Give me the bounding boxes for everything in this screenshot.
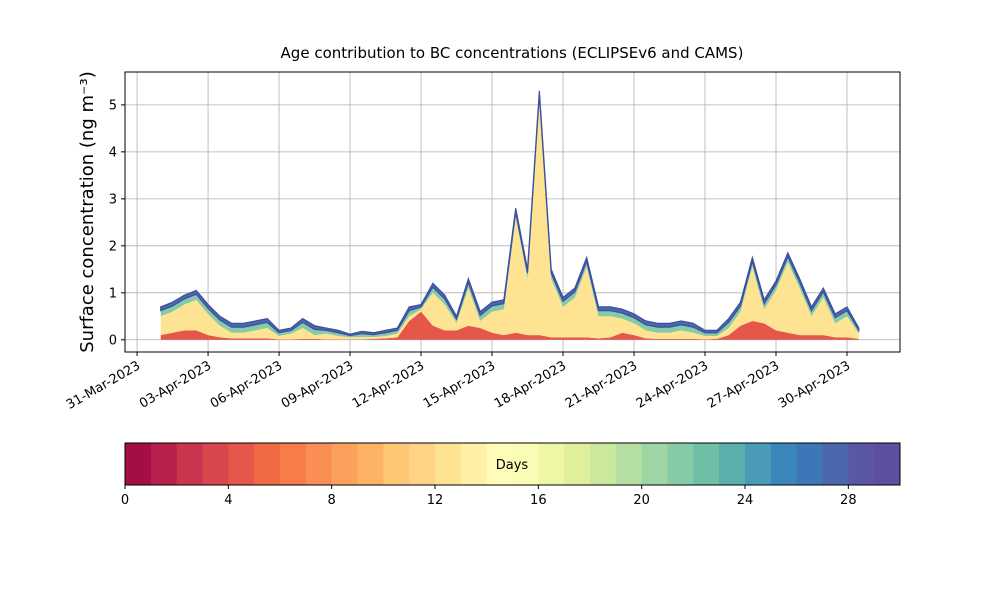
colorbar-segment xyxy=(590,443,617,485)
colorbar-tick-label: 12 xyxy=(427,493,444,508)
colorbar-segment xyxy=(770,443,798,485)
colorbar-segment xyxy=(305,443,333,485)
colorbar-segment xyxy=(460,443,488,485)
x-tick-label: 21-Apr-2023 xyxy=(563,358,640,411)
x-tick-label: 06-Apr-2023 xyxy=(208,358,285,411)
y-tick-label: 1 xyxy=(109,286,117,301)
colorbar-segment xyxy=(796,443,823,485)
y-tick-label: 0 xyxy=(109,333,117,348)
colorbar-segment xyxy=(486,443,513,485)
x-tick-label: 12-Apr-2023 xyxy=(350,358,427,411)
colorbar-segment xyxy=(538,443,565,485)
colorbar-segment xyxy=(874,443,901,485)
chart-title: Age contribution to BC concentrations (E… xyxy=(281,44,744,62)
colorbar-tick-label: 24 xyxy=(737,493,754,508)
colorbar-tick-label: 4 xyxy=(224,493,232,508)
area-layer xyxy=(160,90,860,337)
colorbar-segment xyxy=(357,443,384,485)
x-tick-label: 18-Apr-2023 xyxy=(492,358,569,411)
y-axis-label: Surface concentration (ng m⁻³) xyxy=(77,71,98,353)
colorbar-segment xyxy=(667,443,694,485)
colorbar-segment xyxy=(383,443,410,485)
x-tick-label: 09-Apr-2023 xyxy=(279,358,356,411)
y-tick-label: 2 xyxy=(109,239,117,254)
colorbar-tick-label: 16 xyxy=(530,493,547,508)
colorbar-segment xyxy=(615,443,643,485)
colorbar-tick-label: 0 xyxy=(121,493,129,508)
colorbar-segment xyxy=(254,443,281,485)
colorbar-segment xyxy=(641,443,668,485)
colorbar-segment xyxy=(512,443,539,485)
y-tick-label: 4 xyxy=(109,145,117,160)
colorbar-tick-label: 20 xyxy=(633,493,650,508)
x-tick-label: 30-Apr-2023 xyxy=(776,358,853,411)
colorbar-tick-label: 8 xyxy=(328,493,336,508)
x-tick-label: 03-Apr-2023 xyxy=(137,358,214,411)
colorbar-segment xyxy=(228,443,255,485)
colorbar-segment xyxy=(176,443,203,485)
colorbar-segment xyxy=(409,443,436,485)
colorbar-segment xyxy=(280,443,307,485)
colorbar-segment xyxy=(822,443,849,485)
x-tick-label: 15-Apr-2023 xyxy=(421,358,498,411)
x-tick-label: 27-Apr-2023 xyxy=(705,358,782,411)
colorbar-segment xyxy=(331,443,358,485)
colorbar-segment xyxy=(564,443,591,485)
x-tick-label: 31-Mar-2023 xyxy=(64,358,143,412)
axes-frame xyxy=(124,71,901,353)
colorbar-frame xyxy=(124,442,901,486)
colorbar-segment xyxy=(150,443,178,485)
colorbar-segment xyxy=(693,443,720,485)
area-layer xyxy=(160,100,859,340)
colorbar-segment xyxy=(848,443,875,485)
y-tick-label: 3 xyxy=(109,192,117,207)
area-layer xyxy=(160,311,859,340)
y-tick-label: 5 xyxy=(109,98,117,113)
colorbar-segment xyxy=(202,443,229,485)
x-tick-label: 24-Apr-2023 xyxy=(634,358,711,411)
colorbar-segment xyxy=(125,443,152,485)
colorbar-label: Days xyxy=(496,458,529,473)
colorbar-segment xyxy=(745,443,772,485)
colorbar-tick-label: 28 xyxy=(840,493,857,508)
colorbar-segment xyxy=(435,443,462,485)
colorbar-segment xyxy=(719,443,746,485)
